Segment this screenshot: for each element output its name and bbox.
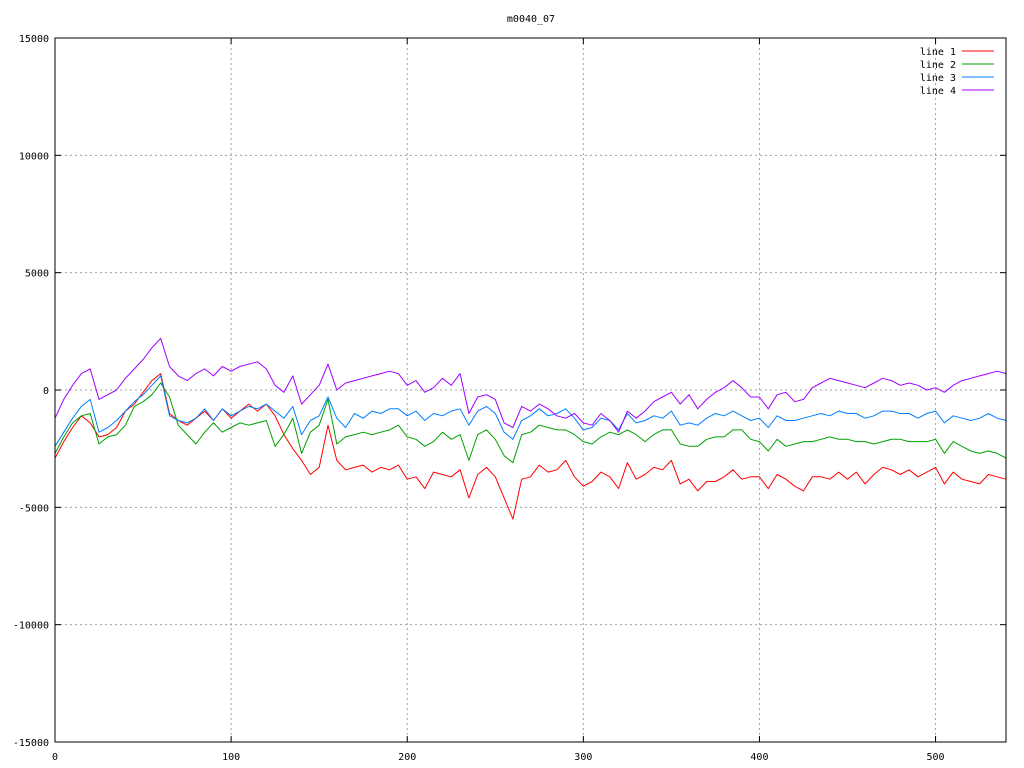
legend-label: line 1 bbox=[920, 47, 956, 58]
legend-label: line 2 bbox=[920, 60, 956, 71]
y-tick-label: 5000 bbox=[25, 269, 49, 280]
x-tick-label: 100 bbox=[222, 752, 240, 763]
axis-ticks: -15000 -10000 -5000 0 5000 10000 15000 0 100 200 3… bbox=[13, 34, 1006, 763]
series-line-3 bbox=[54, 375, 1007, 447]
y-tick-label: -15000 bbox=[13, 738, 49, 749]
y-tick-label: 10000 bbox=[19, 151, 49, 162]
y-tick-label: -5000 bbox=[19, 503, 49, 514]
chart-title: m0040_07 bbox=[507, 14, 555, 25]
x-tick-label: 400 bbox=[750, 752, 768, 763]
y-tick-label: -10000 bbox=[13, 621, 49, 632]
x-tick-label: 0 bbox=[52, 752, 58, 763]
x-tick-label: 200 bbox=[398, 752, 416, 763]
series-line-2 bbox=[54, 382, 1007, 464]
legend: line 1 line 2 line 3 line 4 bbox=[920, 47, 994, 97]
x-tick-label: 500 bbox=[927, 752, 945, 763]
series-line-1 bbox=[54, 373, 1007, 520]
series-line-4 bbox=[54, 337, 1007, 433]
legend-label: line 3 bbox=[920, 73, 956, 84]
y-tick-label: 15000 bbox=[19, 34, 49, 45]
series-lines bbox=[54, 337, 1007, 520]
x-tick-label: 300 bbox=[574, 752, 592, 763]
grid bbox=[55, 38, 1006, 742]
legend-label: line 4 bbox=[920, 86, 956, 97]
y-tick-label: 0 bbox=[43, 386, 49, 397]
